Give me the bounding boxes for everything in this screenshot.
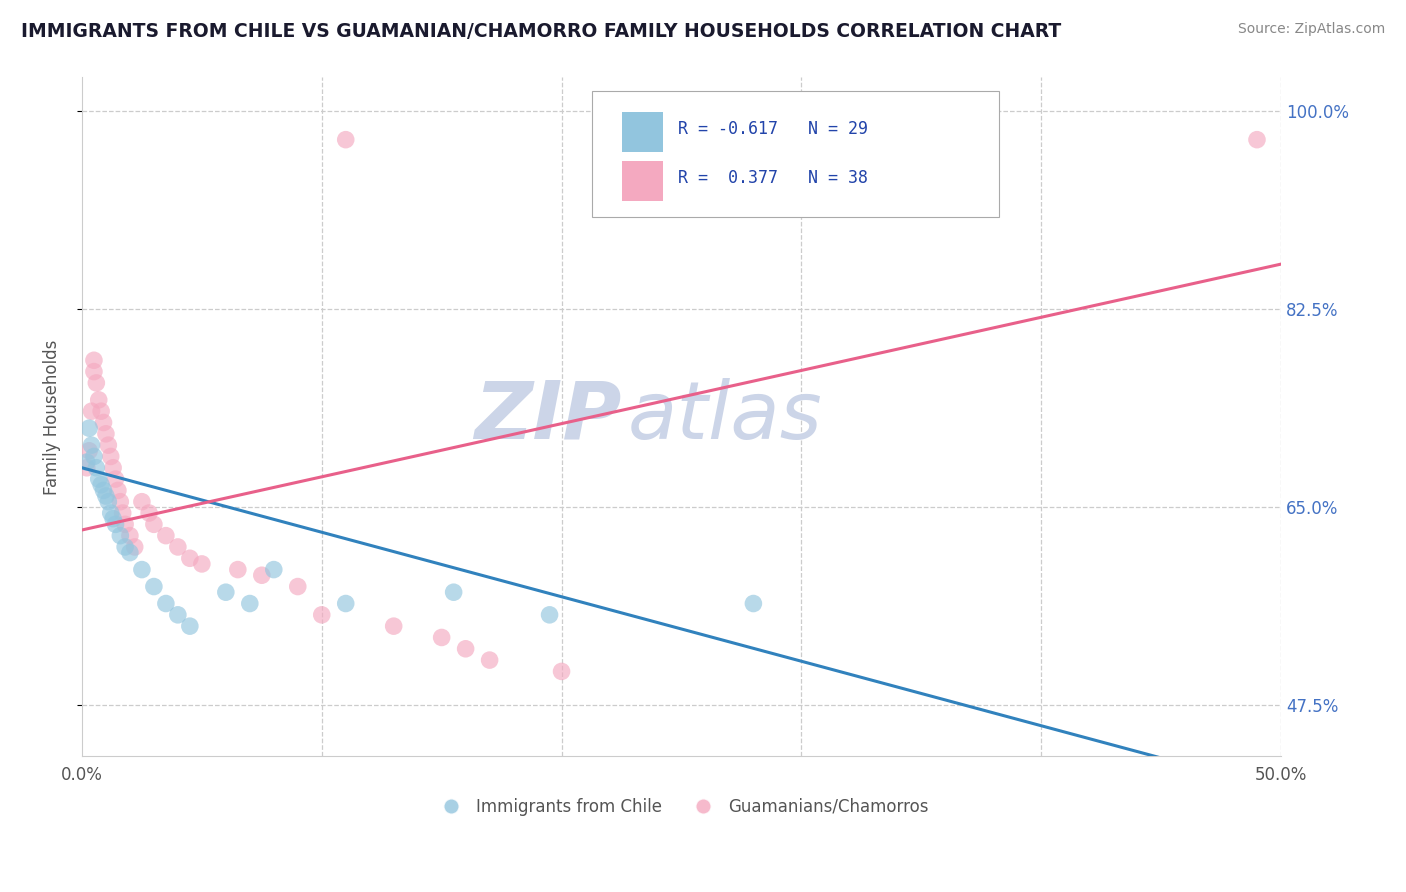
Point bbox=[83, 353, 105, 368]
Point bbox=[239, 597, 262, 611]
Point bbox=[101, 511, 124, 525]
Point bbox=[155, 528, 177, 542]
Point bbox=[179, 551, 201, 566]
Point bbox=[142, 580, 165, 594]
Point bbox=[382, 619, 405, 633]
Point bbox=[114, 540, 136, 554]
Point bbox=[86, 376, 108, 390]
Point bbox=[77, 443, 100, 458]
FancyBboxPatch shape bbox=[621, 161, 664, 201]
Point bbox=[87, 472, 110, 486]
Point bbox=[76, 460, 98, 475]
Point bbox=[104, 517, 127, 532]
Point bbox=[430, 631, 453, 645]
Point bbox=[1174, 766, 1197, 780]
Text: ZIP: ZIP bbox=[474, 378, 621, 456]
Point bbox=[80, 404, 103, 418]
Point bbox=[97, 494, 120, 508]
Point bbox=[97, 438, 120, 452]
Point bbox=[114, 517, 136, 532]
Point bbox=[167, 540, 190, 554]
Point bbox=[90, 404, 112, 418]
Point bbox=[83, 450, 105, 464]
Point bbox=[311, 607, 333, 622]
Point bbox=[454, 641, 477, 656]
Y-axis label: Family Households: Family Households bbox=[44, 339, 60, 494]
Point bbox=[118, 528, 141, 542]
Point bbox=[83, 365, 105, 379]
Point bbox=[1246, 133, 1268, 147]
Point bbox=[215, 585, 238, 599]
Point bbox=[226, 563, 249, 577]
Point bbox=[478, 653, 501, 667]
Point bbox=[90, 477, 112, 491]
FancyBboxPatch shape bbox=[592, 91, 1000, 217]
Text: atlas: atlas bbox=[627, 378, 823, 456]
Point bbox=[287, 580, 309, 594]
Point bbox=[191, 557, 214, 571]
Point bbox=[94, 489, 117, 503]
Point bbox=[86, 460, 108, 475]
Point bbox=[263, 563, 285, 577]
Text: IMMIGRANTS FROM CHILE VS GUAMANIAN/CHAMORRO FAMILY HOUSEHOLDS CORRELATION CHART: IMMIGRANTS FROM CHILE VS GUAMANIAN/CHAMO… bbox=[21, 22, 1062, 41]
Point bbox=[155, 597, 177, 611]
Point bbox=[167, 607, 190, 622]
Text: R =  0.377   N = 38: R = 0.377 N = 38 bbox=[678, 169, 868, 187]
Point bbox=[179, 619, 201, 633]
Point bbox=[138, 506, 160, 520]
Point bbox=[550, 665, 572, 679]
FancyBboxPatch shape bbox=[621, 112, 664, 152]
Text: R = -0.617   N = 29: R = -0.617 N = 29 bbox=[678, 120, 868, 138]
Point bbox=[93, 416, 115, 430]
Point bbox=[104, 472, 127, 486]
Point bbox=[80, 438, 103, 452]
Point bbox=[124, 540, 146, 554]
Point bbox=[110, 528, 132, 542]
Point bbox=[335, 133, 357, 147]
Point bbox=[118, 546, 141, 560]
Point bbox=[335, 597, 357, 611]
Point bbox=[101, 460, 124, 475]
Point bbox=[94, 426, 117, 441]
Point bbox=[87, 392, 110, 407]
Point bbox=[77, 421, 100, 435]
Point bbox=[100, 450, 122, 464]
Point bbox=[250, 568, 273, 582]
Point bbox=[142, 517, 165, 532]
Point bbox=[76, 455, 98, 469]
Point bbox=[742, 597, 765, 611]
Point bbox=[111, 506, 134, 520]
Point bbox=[107, 483, 129, 498]
Point bbox=[100, 506, 122, 520]
Point bbox=[93, 483, 115, 498]
Point bbox=[443, 585, 465, 599]
Text: Source: ZipAtlas.com: Source: ZipAtlas.com bbox=[1237, 22, 1385, 37]
Point bbox=[131, 563, 153, 577]
Point bbox=[538, 607, 561, 622]
Point bbox=[131, 494, 153, 508]
Point bbox=[110, 494, 132, 508]
Legend: Immigrants from Chile, Guamanians/Chamorros: Immigrants from Chile, Guamanians/Chamor… bbox=[427, 791, 935, 822]
